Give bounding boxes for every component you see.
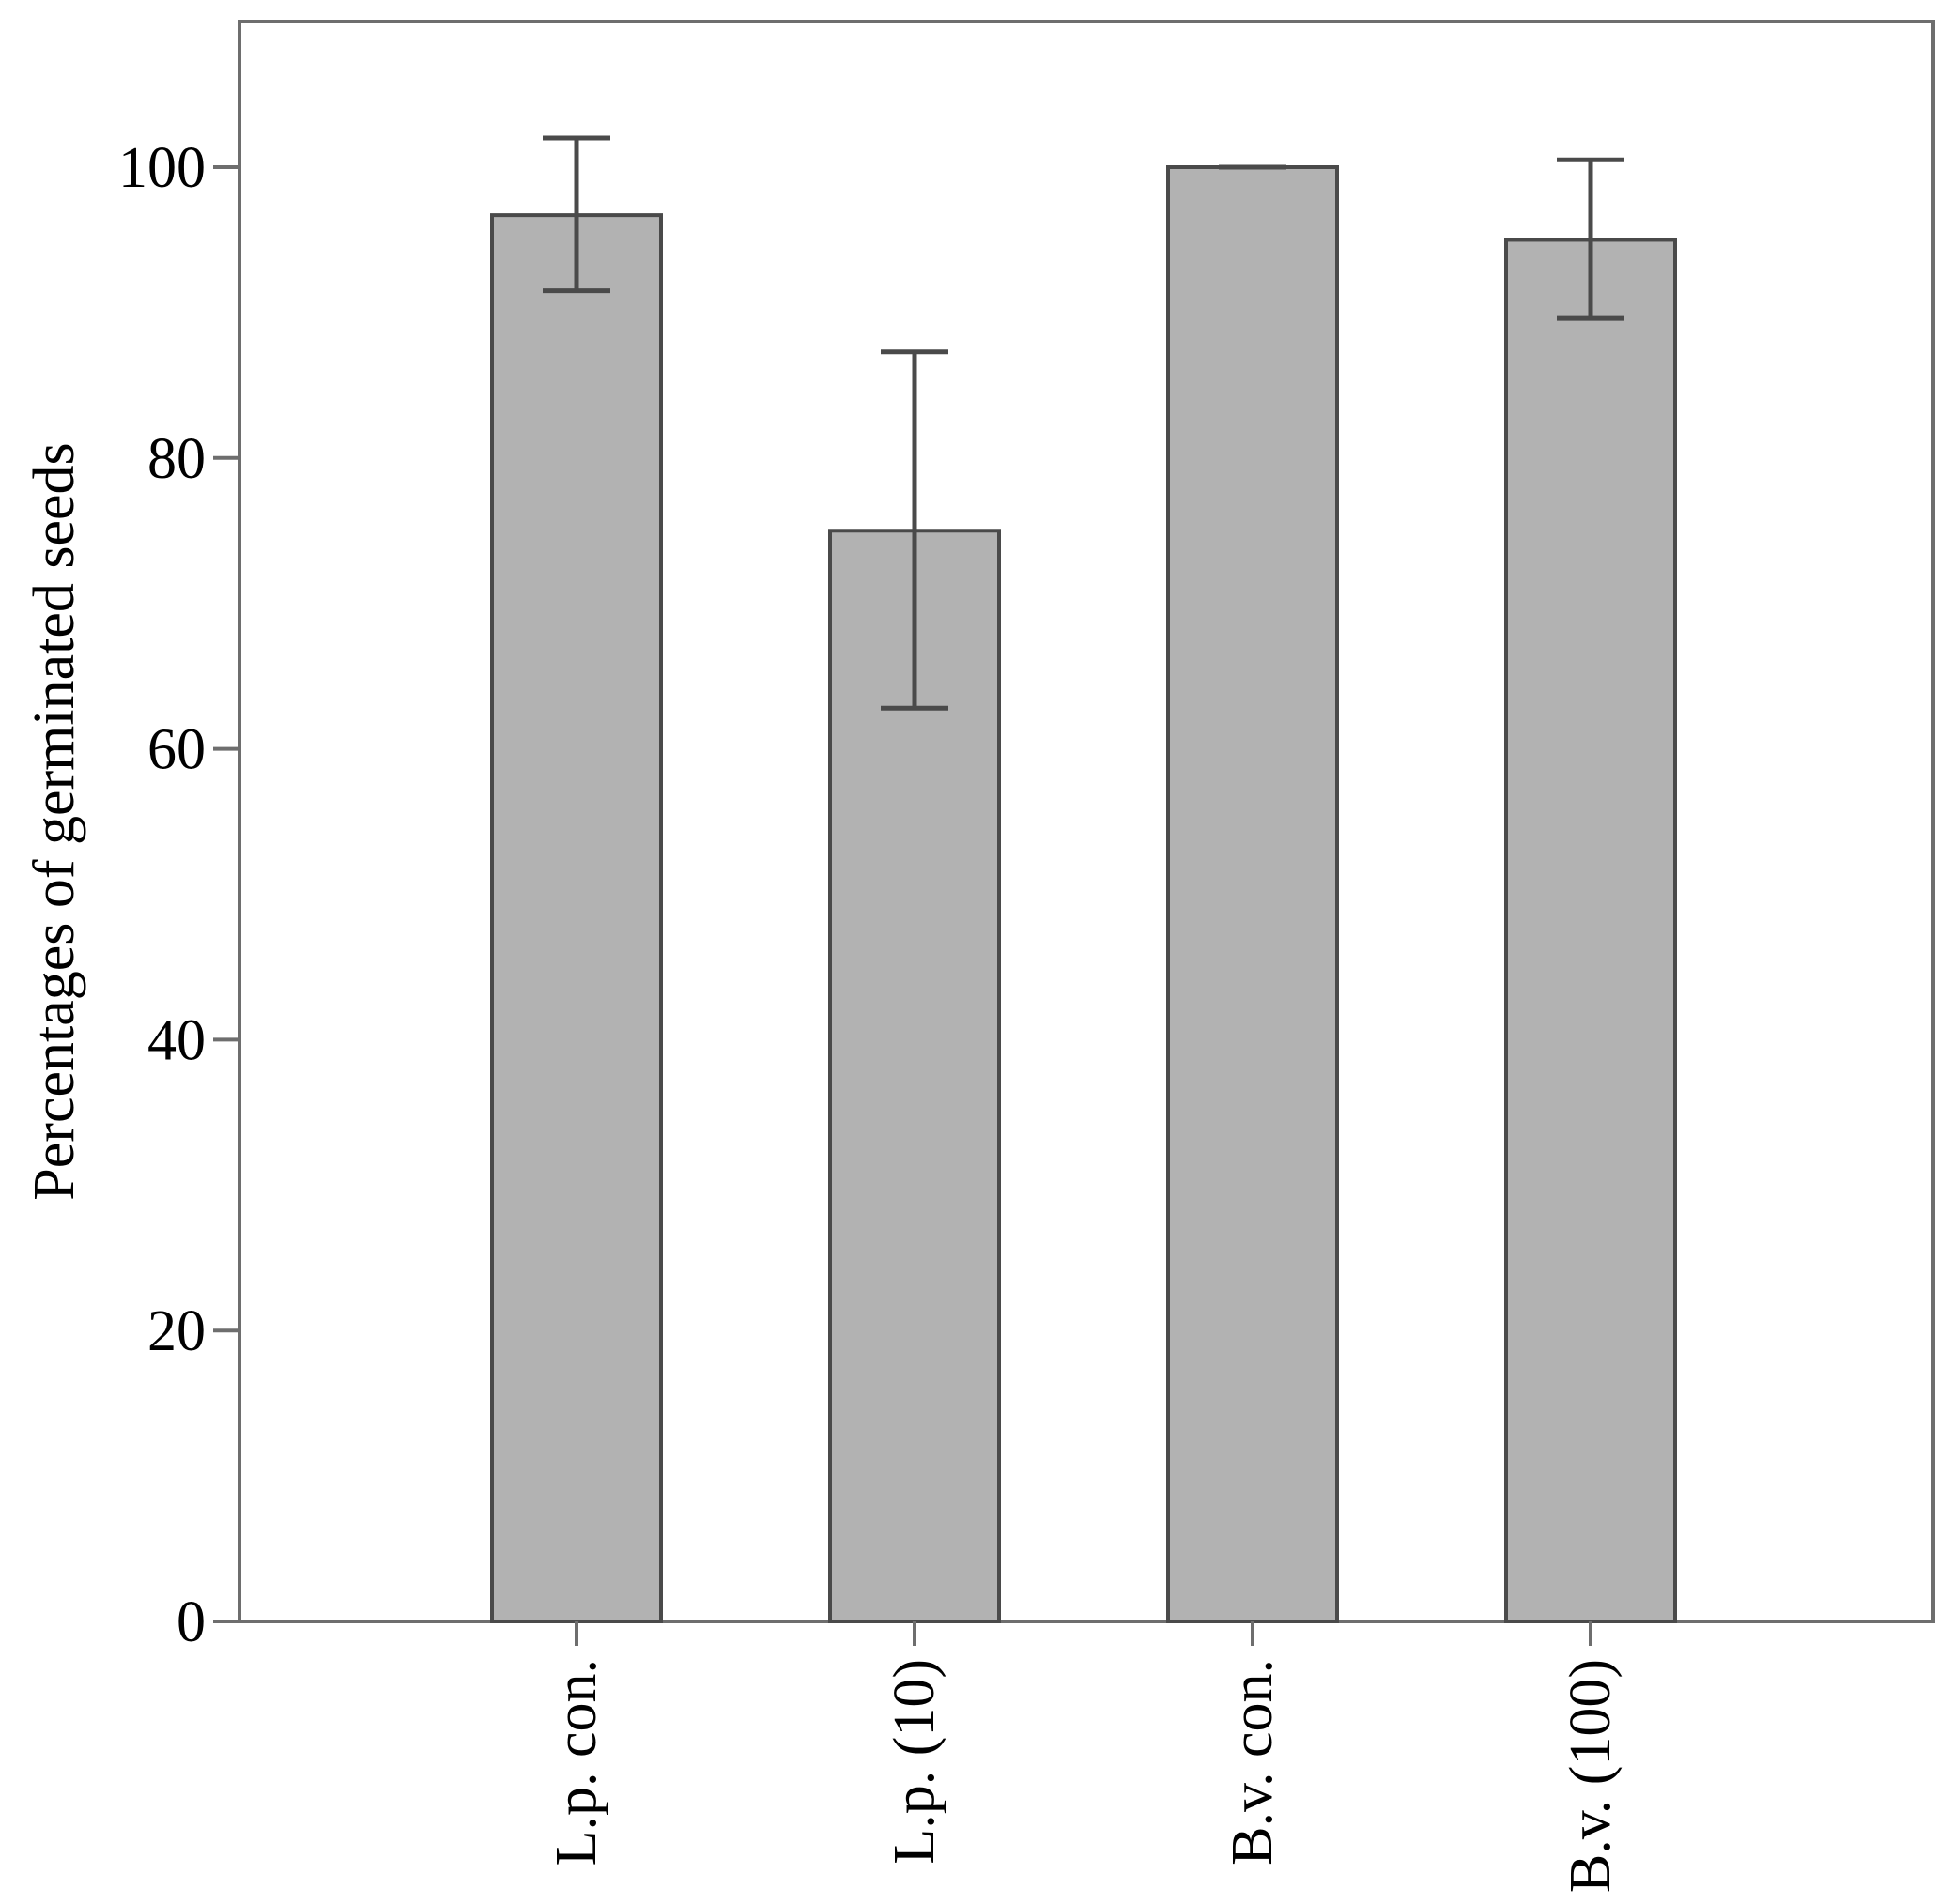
- x-tick-label: L.p. con.: [545, 1659, 608, 1866]
- error-bar: [881, 349, 948, 711]
- y-tick-label: 100: [118, 136, 206, 200]
- error-bar: [1557, 157, 1624, 321]
- x-tick-label: B.v. (100): [1559, 1659, 1623, 1893]
- y-tick-label: 40: [147, 1008, 206, 1072]
- x-axis: L.p. con. L.p. (10) B.v. con. B.v. (100): [545, 1621, 1623, 1893]
- y-axis-label: Percentages of germinated seeds: [23, 442, 86, 1200]
- bar: [1166, 165, 1339, 1623]
- y-tick-label: 0: [177, 1590, 206, 1654]
- y-tick-label: 60: [147, 718, 206, 782]
- y-tick-label: 20: [147, 1299, 206, 1363]
- bars: [490, 135, 1677, 1624]
- bar: [490, 213, 663, 1624]
- plot-frame: [238, 20, 1935, 1623]
- y-tick-label: 80: [147, 427, 206, 491]
- x-tick-label: L.p. (10): [883, 1659, 946, 1865]
- y-axis: 0 20 40 60 80 100: [118, 136, 239, 1654]
- bar: [1504, 238, 1677, 1624]
- bar: [828, 529, 1001, 1623]
- error-bar: [543, 135, 610, 294]
- x-tick-label: B.v. con.: [1221, 1659, 1285, 1866]
